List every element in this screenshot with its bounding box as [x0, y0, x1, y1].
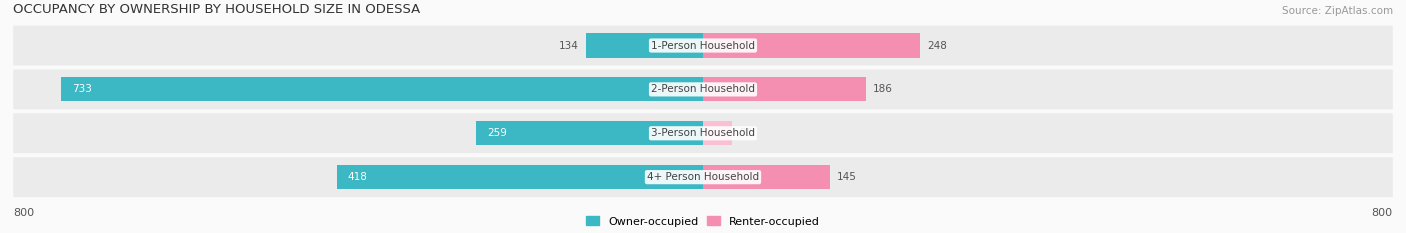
Bar: [337, 165, 703, 189]
Bar: [477, 121, 703, 145]
Text: 800: 800: [1372, 208, 1393, 218]
Text: 4+ Person Household: 4+ Person Household: [647, 172, 759, 182]
Text: 733: 733: [72, 84, 91, 94]
Bar: [703, 34, 920, 58]
Text: 2-Person Household: 2-Person Household: [651, 84, 755, 94]
Text: 33: 33: [740, 128, 752, 138]
Bar: [703, 77, 866, 101]
FancyBboxPatch shape: [13, 69, 1393, 109]
Text: 3-Person Household: 3-Person Household: [651, 128, 755, 138]
Text: 145: 145: [837, 172, 856, 182]
Bar: [703, 121, 733, 145]
FancyBboxPatch shape: [13, 26, 1393, 65]
Text: Source: ZipAtlas.com: Source: ZipAtlas.com: [1282, 6, 1393, 16]
Text: 800: 800: [13, 208, 34, 218]
Text: 134: 134: [558, 41, 579, 51]
Text: 259: 259: [486, 128, 506, 138]
Text: 186: 186: [873, 84, 893, 94]
Text: 418: 418: [347, 172, 367, 182]
FancyBboxPatch shape: [13, 113, 1393, 153]
FancyBboxPatch shape: [13, 157, 1393, 197]
Bar: [62, 77, 703, 101]
Bar: [586, 34, 703, 58]
Text: 1-Person Household: 1-Person Household: [651, 41, 755, 51]
Legend: Owner-occupied, Renter-occupied: Owner-occupied, Renter-occupied: [581, 212, 825, 231]
Bar: [703, 165, 830, 189]
Text: OCCUPANCY BY OWNERSHIP BY HOUSEHOLD SIZE IN ODESSA: OCCUPANCY BY OWNERSHIP BY HOUSEHOLD SIZE…: [13, 3, 420, 16]
Text: 248: 248: [927, 41, 948, 51]
